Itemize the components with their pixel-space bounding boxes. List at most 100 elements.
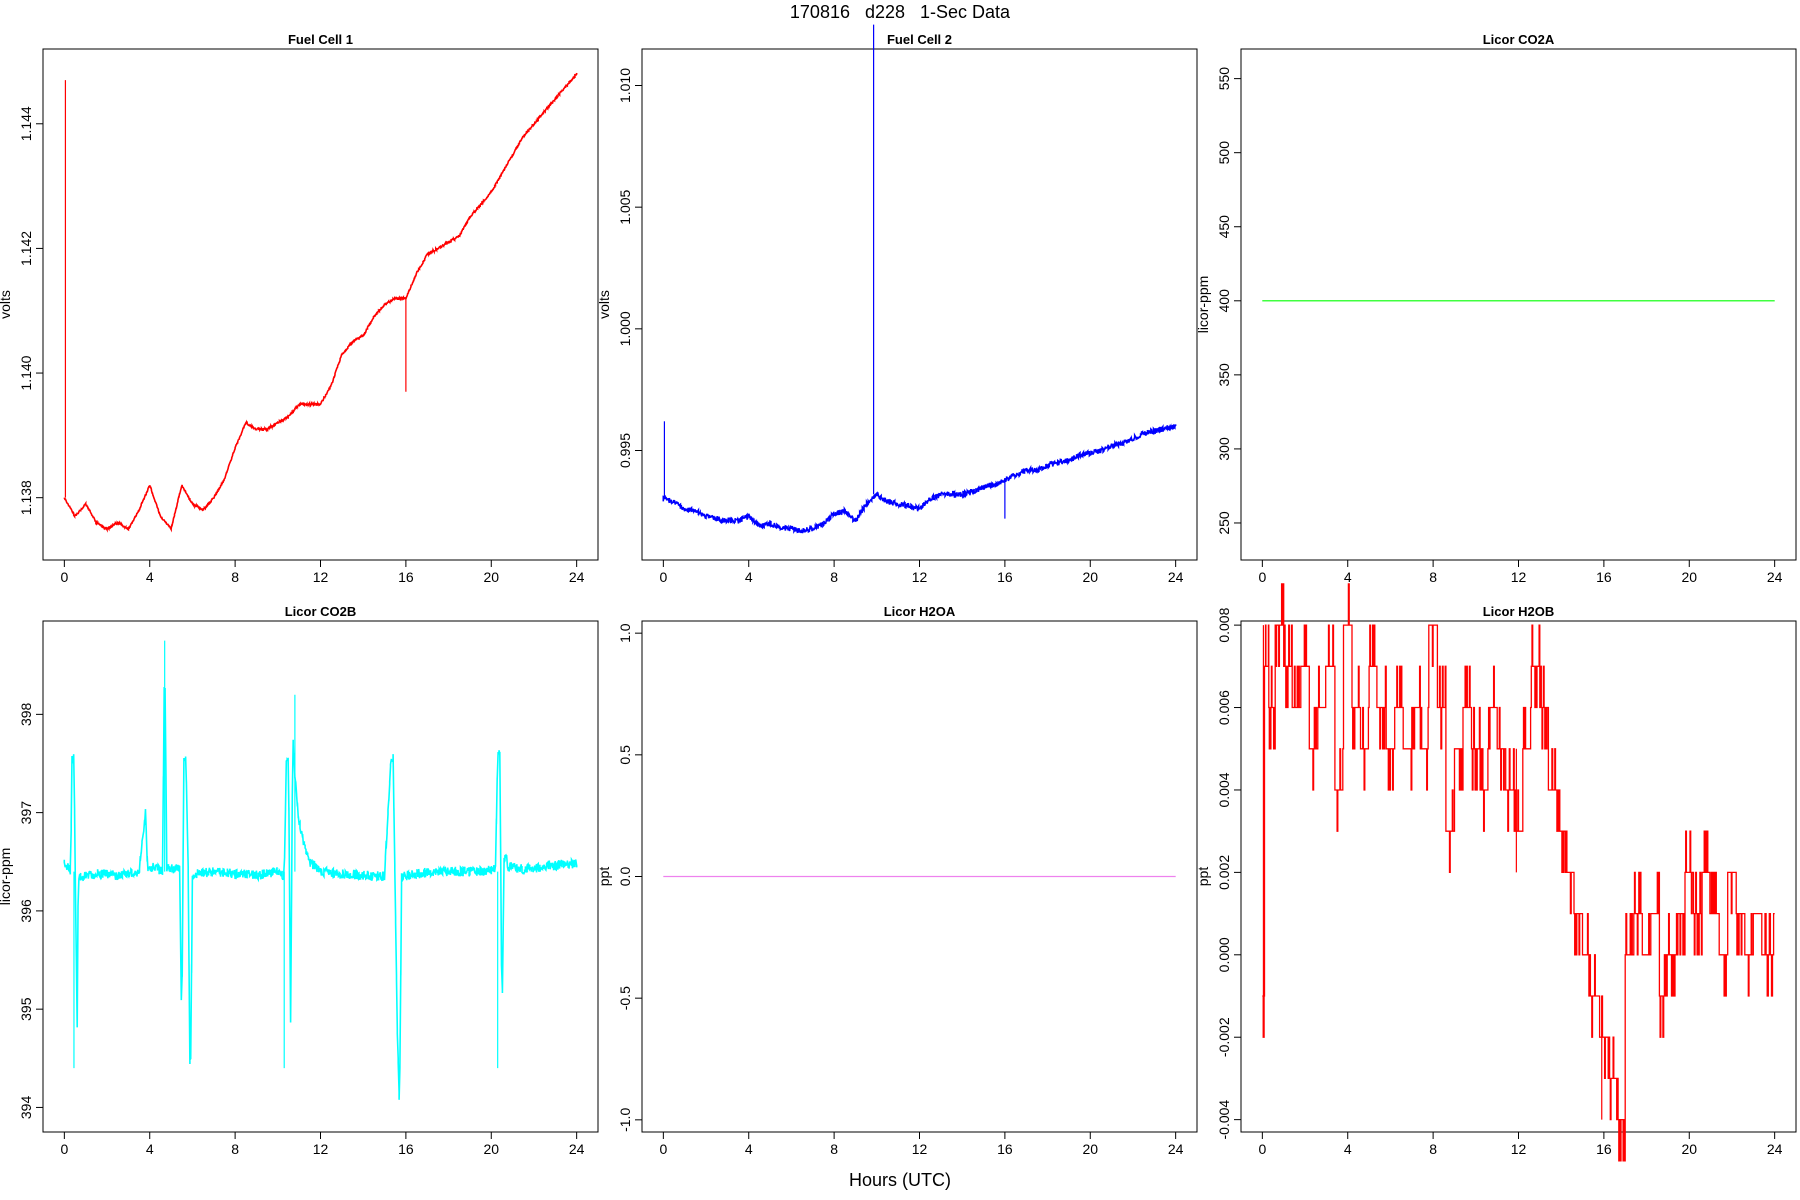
chart-title: Licor H2OB xyxy=(1483,604,1555,619)
chart-panel: Fuel Cell 1 volts 0 4 8 12 16 20 24 1.138 1.140 1.1… xyxy=(0,32,599,585)
y-tick-label: 1.142 xyxy=(18,231,34,266)
x-tick-label: 12 xyxy=(1511,1141,1527,1157)
y-tick-label: 300 xyxy=(1216,437,1232,461)
x-tick-label: 0 xyxy=(60,569,68,585)
y-tick-label: 0.000 xyxy=(1216,937,1232,972)
y-tick-label: 1.140 xyxy=(18,355,34,390)
chart-title: Fuel Cell 2 xyxy=(887,32,952,47)
x-tick-label: 24 xyxy=(1168,1141,1184,1157)
x-tick-label: 24 xyxy=(1168,569,1184,585)
y-tick-label: 0.006 xyxy=(1216,690,1232,725)
y-tick-label: 396 xyxy=(18,899,34,923)
plot-frame xyxy=(641,48,1198,561)
x-tick-label: 8 xyxy=(1429,1141,1437,1157)
y-tick-label: 450 xyxy=(1216,215,1232,239)
x-tick-label: 16 xyxy=(1596,1141,1612,1157)
y-tick-label: 500 xyxy=(1216,141,1232,165)
x-tick-label: 0 xyxy=(1258,569,1266,585)
x-tick-label: 4 xyxy=(1344,1141,1352,1157)
y-tick-label: 0.008 xyxy=(1216,607,1232,642)
x-tick-label: 8 xyxy=(1429,569,1437,585)
y-tick-label: -1.0 xyxy=(617,1108,633,1132)
y-axis-label: ppt xyxy=(596,867,612,887)
y-tick-label: 0.5 xyxy=(617,745,633,765)
y-tick-label: -0.5 xyxy=(617,986,633,1010)
x-tick-label: 12 xyxy=(912,569,928,585)
y-axis-label: ppt xyxy=(1195,867,1211,887)
y-axis-label: licor-ppm xyxy=(1195,276,1211,334)
x-tick-label: 16 xyxy=(997,569,1013,585)
chart-panel: Fuel Cell 2 volts 0 4 8 12 16 20 24 0.995 1.000 1.0… xyxy=(596,24,1198,585)
y-tick-label: 0.002 xyxy=(1216,855,1232,890)
x-tick-label: 4 xyxy=(1344,569,1352,585)
y-tick-label: 0.0 xyxy=(617,867,633,887)
y-axis-label: licor-ppm xyxy=(0,848,13,906)
x-tick-label: 24 xyxy=(1767,1141,1783,1157)
x-tick-label: 8 xyxy=(830,1141,838,1157)
x-tick-label: 20 xyxy=(1681,569,1697,585)
chart-title: Fuel Cell 1 xyxy=(288,32,353,47)
x-tick-label: 24 xyxy=(1767,569,1783,585)
x-tick-label: 16 xyxy=(1596,569,1612,585)
chart-panel: Licor CO2A licor-ppm 0 4 8 12 16 20 24 250 300 350 4… xyxy=(1195,32,1797,585)
series-line xyxy=(662,423,1177,535)
y-tick-label: 250 xyxy=(1216,511,1232,535)
x-tick-label: 20 xyxy=(483,569,499,585)
y-tick-label: 0.995 xyxy=(617,433,633,468)
page-title: 170816 d228 1-Sec Data xyxy=(789,2,1011,22)
chart-title: Licor CO2A xyxy=(1483,32,1555,47)
chart-panel: Licor H2OB ppt 0 4 8 12 16 20 24 -0.004 -0.002 0.00… xyxy=(1195,583,1797,1162)
y-tick-label: 1.0 xyxy=(617,623,633,643)
x-tick-label: 0 xyxy=(1258,1141,1266,1157)
x-tick-label: 20 xyxy=(483,1141,499,1157)
y-tick-label: 395 xyxy=(18,997,34,1021)
x-tick-label: 16 xyxy=(997,1141,1013,1157)
x-tick-label: 24 xyxy=(569,569,585,585)
x-tick-label: 4 xyxy=(146,569,154,585)
y-tick-label: 550 xyxy=(1216,67,1232,91)
x-tick-label: 12 xyxy=(313,569,329,585)
plot-frame xyxy=(1240,48,1797,561)
x-tick-label: 20 xyxy=(1082,569,1098,585)
x-tick-label: 8 xyxy=(231,1141,239,1157)
chart-title: Licor CO2B xyxy=(285,604,357,619)
series-line xyxy=(63,72,578,533)
series-line xyxy=(1262,583,1775,1162)
x-tick-label: 24 xyxy=(569,1141,585,1157)
x-tick-label: 0 xyxy=(659,1141,667,1157)
x-tick-label: 8 xyxy=(231,569,239,585)
y-tick-label: 394 xyxy=(18,1096,34,1120)
y-tick-label: 1.144 xyxy=(18,106,34,141)
plot-frame xyxy=(42,48,599,561)
y-tick-label: 350 xyxy=(1216,363,1232,387)
y-tick-label: 1.138 xyxy=(18,480,34,515)
x-tick-label: 12 xyxy=(313,1141,329,1157)
x-tick-label: 4 xyxy=(745,1141,753,1157)
series-line xyxy=(63,686,578,1100)
y-tick-label: 1.005 xyxy=(617,189,633,224)
x-tick-label: 12 xyxy=(912,1141,928,1157)
y-tick-label: 1.000 xyxy=(617,311,633,346)
y-tick-label: 400 xyxy=(1216,289,1232,313)
x-tick-label: 20 xyxy=(1082,1141,1098,1157)
y-tick-label: 398 xyxy=(18,702,34,726)
x-tick-label: 4 xyxy=(146,1141,154,1157)
chart-panel: Licor CO2B licor-ppm 0 4 8 12 16 20 24 394 395 396 3… xyxy=(0,604,599,1157)
y-tick-label: 1.010 xyxy=(617,68,633,103)
x-tick-label: 4 xyxy=(745,569,753,585)
chart-title: Licor H2OA xyxy=(884,604,956,619)
x-tick-label: 8 xyxy=(830,569,838,585)
x-tick-label: 0 xyxy=(60,1141,68,1157)
chart-panel: Licor H2OA ppt 0 4 8 12 16 20 24 -1.0 -0.5 0.0 0.5 1.… xyxy=(596,604,1198,1157)
x-tick-label: 20 xyxy=(1681,1141,1697,1157)
x-tick-label: 12 xyxy=(1511,569,1527,585)
y-tick-label: -0.002 xyxy=(1216,1017,1232,1057)
x-tick-label: 16 xyxy=(398,569,414,585)
y-tick-label: 397 xyxy=(18,801,34,825)
x-tick-label: 0 xyxy=(659,569,667,585)
y-axis-label: volts xyxy=(0,290,13,319)
y-axis-label: volts xyxy=(596,290,612,319)
x-tick-label: 16 xyxy=(398,1141,414,1157)
